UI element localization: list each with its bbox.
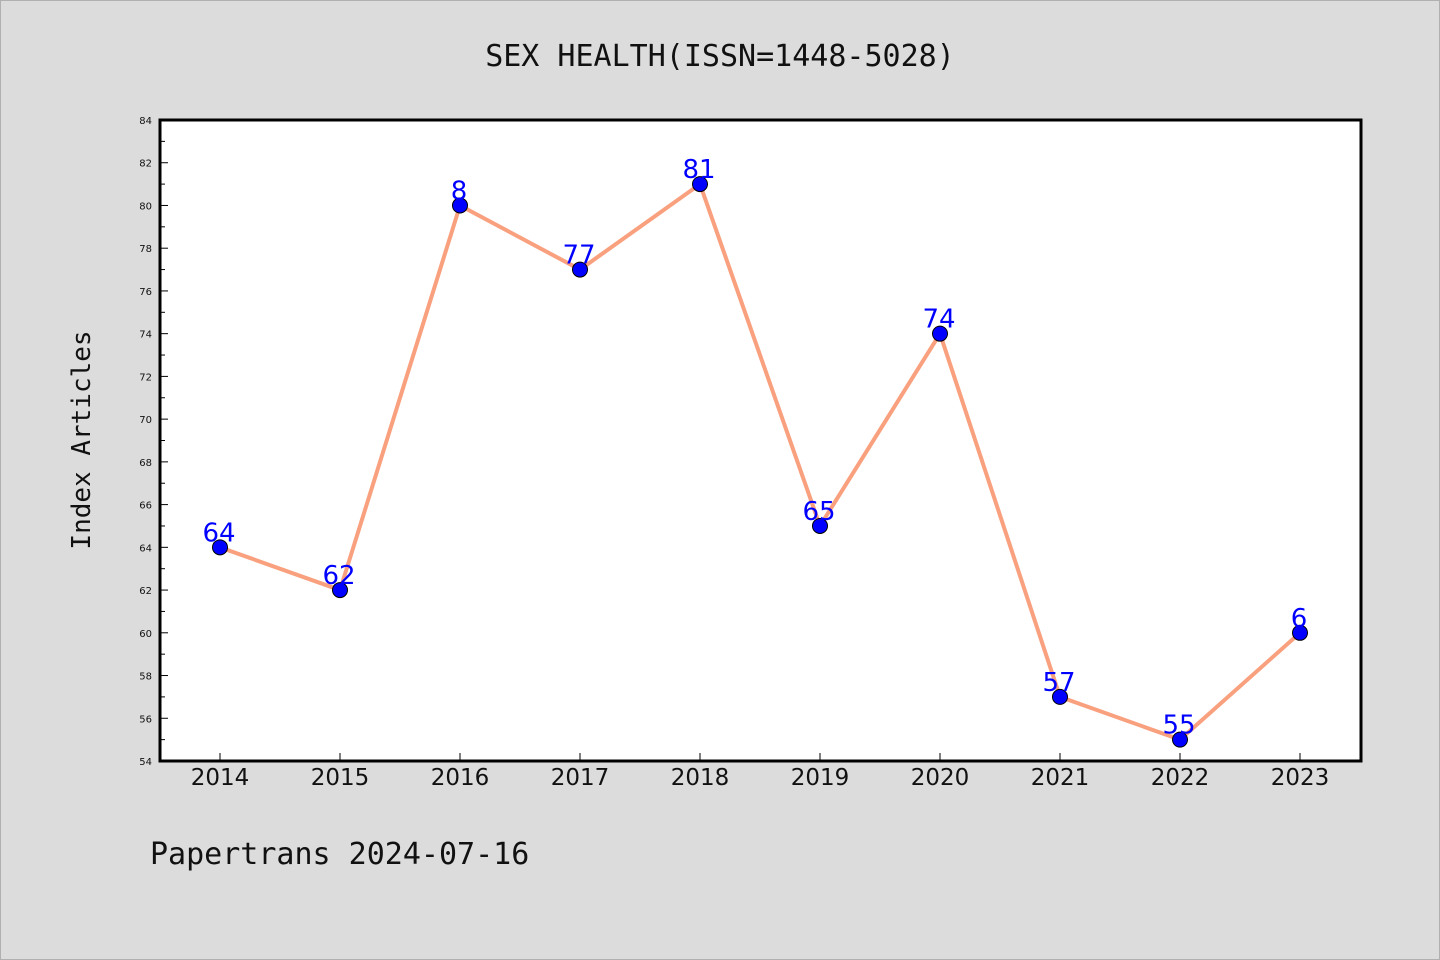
y-tick-label: 54	[139, 757, 152, 768]
x-tick-label: 2015	[311, 765, 370, 791]
data-label: 62	[322, 561, 355, 591]
data-label: 64	[202, 518, 235, 548]
y-axis-label: Index Articles	[67, 330, 97, 549]
y-tick-label: 74	[139, 330, 152, 341]
series-line	[219, 182, 1302, 742]
data-point	[572, 261, 588, 278]
x-tick-label: 2016	[431, 765, 490, 791]
y-tick-label: 68	[139, 458, 152, 469]
plot-area	[158, 118, 1363, 763]
data-label: 77	[562, 241, 595, 271]
x-tick-label: 2021	[1031, 765, 1090, 791]
x-tick-label: 2022	[1151, 765, 1210, 791]
y-tick-label: 70	[139, 415, 152, 426]
chart-title: SEX HEALTH(ISSN=1448-5028)	[485, 39, 955, 74]
data-label: 74	[922, 305, 955, 335]
y-tick-label: 56	[139, 714, 152, 725]
data-label: 57	[1042, 668, 1075, 698]
data-labels: 64 62 8 77 81 65 74 57 55 6	[202, 155, 1307, 741]
x-tick-label: 2014	[191, 765, 250, 791]
data-point	[452, 197, 468, 214]
series-line-group	[219, 182, 1302, 742]
data-point	[1052, 688, 1068, 705]
y-tick-label: 78	[139, 244, 152, 255]
x-tick-label: 2017	[551, 765, 610, 791]
y-tick-label: 60	[139, 629, 152, 640]
footer-text: Papertrans 2024-07-16	[150, 837, 529, 872]
data-point	[332, 582, 348, 599]
data-label: 65	[802, 497, 835, 527]
y-tick-label: 58	[139, 672, 152, 683]
y-tick-label: 82	[139, 159, 152, 170]
data-point	[1172, 731, 1188, 748]
y-tick-label: 84	[139, 116, 152, 127]
y-tick-label: 62	[139, 586, 152, 597]
data-label: 8	[451, 176, 468, 206]
data-point	[212, 539, 228, 556]
y-tick-label: 76	[139, 287, 152, 298]
x-tick-label: 2018	[671, 765, 730, 791]
x-tick-label: 2020	[911, 765, 970, 791]
data-markers	[212, 176, 1308, 748]
data-point	[1292, 624, 1308, 641]
y-tick-label: 66	[139, 501, 152, 512]
y-axis-ticks: 54 56 58 60 62 64 66 68 70 72 74 76 78 80 82 84	[139, 116, 168, 768]
y-tick-label: 64	[139, 543, 152, 554]
y-tick-label: 72	[139, 372, 152, 383]
data-point	[932, 325, 948, 342]
y-tick-label: 80	[139, 201, 152, 212]
data-label: 55	[1162, 711, 1195, 741]
x-axis-ticks: 2014 2015 2016 2017 2018 2019 2020 2021 2022 2023	[191, 753, 1330, 791]
data-point	[692, 176, 708, 193]
data-point	[812, 517, 828, 534]
x-tick-label: 2019	[791, 765, 850, 791]
data-label: 81	[682, 155, 715, 185]
x-tick-label: 2023	[1271, 765, 1330, 791]
data-label: 6	[1291, 604, 1308, 634]
